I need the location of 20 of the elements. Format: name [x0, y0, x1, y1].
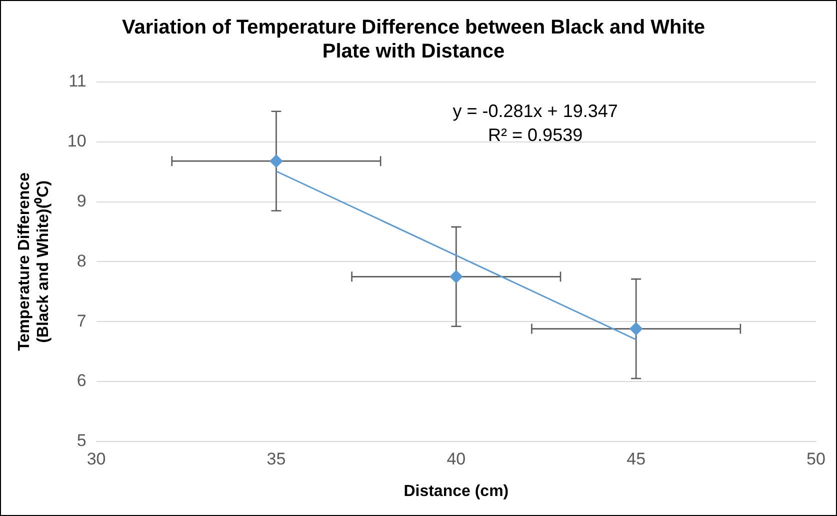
annotation: y = -0.281x + 19.347 [452, 100, 618, 121]
y-tick-label: 10 [67, 132, 86, 151]
y-axis-title: Temperature Difference (Black and White)(⁰C) [16, 172, 52, 351]
point [630, 322, 643, 336]
y-tick-label: 5 [76, 431, 86, 450]
x-tick-label: 45 [626, 449, 646, 468]
x-tick-label: 40 [446, 449, 466, 468]
y-tick-label: 11 [68, 72, 86, 91]
x-tick-label: 35 [266, 449, 286, 468]
annotation: R² = 0.9539 [488, 124, 583, 145]
chart-title: Variation of Temperature Difference between Black and White Plate with Distance [122, 16, 706, 63]
x-axis-title: Distance (cm) [404, 482, 509, 500]
point [450, 270, 463, 284]
x-tick-label: 50 [806, 449, 826, 468]
y-tick-label: 6 [76, 371, 86, 390]
y-tick-label: 7 [76, 311, 86, 330]
y-tick-label: 8 [76, 251, 86, 270]
point [270, 154, 283, 168]
y-tick-label: 9 [76, 191, 86, 210]
x-tick-label: 30 [86, 449, 106, 468]
